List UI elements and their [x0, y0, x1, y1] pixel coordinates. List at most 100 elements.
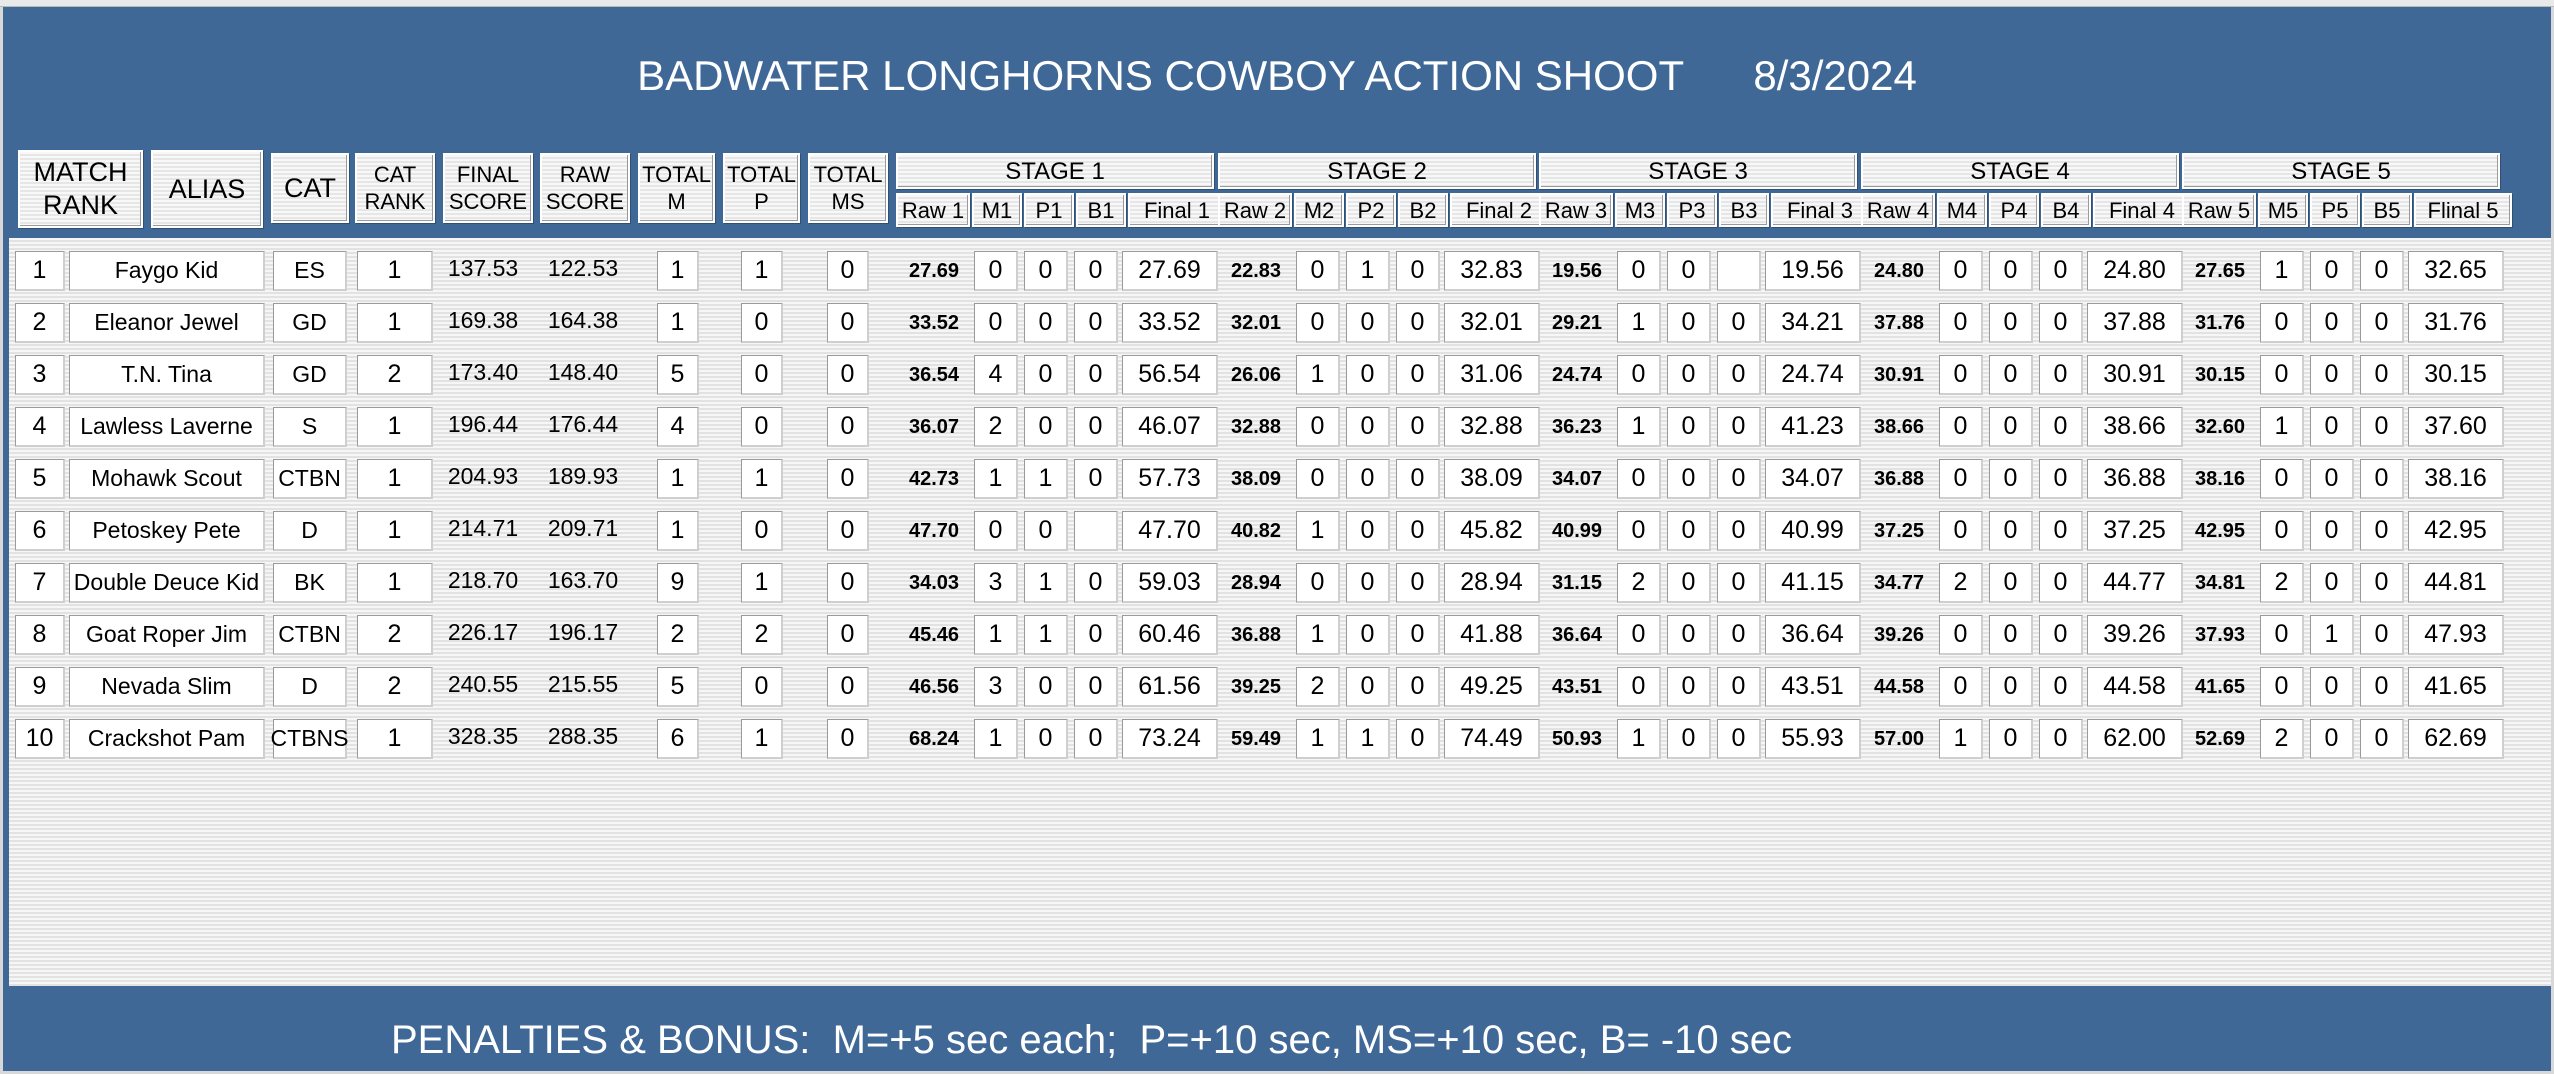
total-m-cell: 1: [657, 511, 699, 551]
stage2-raw-cell: 59.49: [1230, 727, 1282, 750]
header-stage3-m: M3: [1615, 193, 1665, 227]
match-rank-cell: 8: [15, 615, 65, 655]
stage4-final-cell: 62.00: [2087, 719, 2183, 759]
stage1-m-cell: 1: [974, 719, 1018, 759]
raw-score-cell: 209.71: [547, 515, 619, 541]
stage2-final-cell: 31.06: [1444, 355, 1540, 395]
stage1-final-cell: 27.69: [1122, 251, 1218, 291]
stage3-m-cell: 0: [1617, 355, 1661, 395]
stage3-final-cell: 36.64: [1765, 615, 1861, 655]
stage5-m-cell: 0: [2260, 667, 2304, 707]
stage3-raw-cell: 31.15: [1551, 571, 1603, 594]
stage5-raw-cell: 27.65: [2194, 259, 2246, 282]
sheet-title: BADWATER LONGHORNS COWBOY ACTION SHOOT 8…: [637, 52, 1917, 99]
stage5-b-cell: 0: [2360, 511, 2404, 551]
stage5-p-cell: 0: [2310, 407, 2354, 447]
final-score-cell: 240.55: [447, 671, 519, 697]
stage3-final-cell: 55.93: [1765, 719, 1861, 759]
cat-cell: D: [273, 667, 347, 707]
stage4-m-cell: 0: [1939, 459, 1983, 499]
match-rank-cell: 5: [15, 459, 65, 499]
stage3-p-cell: 0: [1667, 667, 1711, 707]
alias-cell: Nevada Slim: [69, 667, 265, 707]
header-stage5-raw: Raw 5: [2182, 193, 2256, 227]
stage3-final-cell: 24.74: [1765, 355, 1861, 395]
header-stage2-raw: Raw 2: [1218, 193, 1292, 227]
stage3-p-cell: 0: [1667, 251, 1711, 291]
stage3-final-cell: 41.15: [1765, 563, 1861, 603]
stage2-p-cell: 0: [1346, 615, 1390, 655]
stage2-m-cell: 1: [1296, 615, 1340, 655]
stage3-b-cell: 0: [1717, 719, 1761, 759]
stage3-final-cell: 43.51: [1765, 667, 1861, 707]
stage4-final-cell: 36.88: [2087, 459, 2183, 499]
stage5-raw-cell: 38.16: [2194, 467, 2246, 490]
total-m-cell: 1: [657, 303, 699, 343]
stage1-p-cell: 0: [1024, 511, 1068, 551]
final-score-cell: 137.53: [447, 255, 519, 281]
stage3-m-cell: 0: [1617, 615, 1661, 655]
header-final-score: FINAL SCORE: [443, 153, 533, 223]
stage2-final-cell: 32.88: [1444, 407, 1540, 447]
header-cat: CAT: [271, 153, 349, 223]
stage5-p-cell: 0: [2310, 667, 2354, 707]
stage4-raw-cell: 57.00: [1873, 727, 1925, 750]
total-m-cell: 5: [657, 667, 699, 707]
final-score-cell: 169.38: [447, 307, 519, 333]
stage4-b-cell: 0: [2039, 251, 2083, 291]
final-score-cell: 173.40: [447, 359, 519, 385]
stage4-final-cell: 37.25: [2087, 511, 2183, 551]
stage1-raw-cell: 27.69: [908, 259, 960, 282]
total-m-cell: 1: [657, 459, 699, 499]
total-m-cell: 1: [657, 251, 699, 291]
alias-cell: Goat Roper Jim: [69, 615, 265, 655]
stage5-b-cell: 0: [2360, 407, 2404, 447]
stage5-final-cell: 44.81: [2408, 563, 2504, 603]
stage4-m-cell: 0: [1939, 407, 1983, 447]
stage1-p-cell: 0: [1024, 355, 1068, 395]
stage3-b-cell: 0: [1717, 303, 1761, 343]
stage5-p-cell: 1: [2310, 615, 2354, 655]
stage5-b-cell: 0: [2360, 667, 2404, 707]
window-top-edge: [0, 0, 2554, 7]
stage4-m-cell: 0: [1939, 667, 1983, 707]
stage2-raw-cell: 39.25: [1230, 675, 1282, 698]
header-stage-1: STAGE 1: [896, 153, 1214, 189]
header-stage4-p: P4: [1989, 193, 2039, 227]
stage3-raw-cell: 43.51: [1551, 675, 1603, 698]
header-stage3-b: B3: [1719, 193, 1769, 227]
stage2-m-cell: 0: [1296, 251, 1340, 291]
stage2-b-cell: 0: [1396, 355, 1440, 395]
cat-cell: GD: [273, 303, 347, 343]
header-stage-2: STAGE 2: [1218, 153, 1536, 189]
stage5-p-cell: 0: [2310, 303, 2354, 343]
stage2-raw-cell: 38.09: [1230, 467, 1282, 490]
alias-cell: Petoskey Pete: [69, 511, 265, 551]
header-stage3-p: P3: [1667, 193, 1717, 227]
raw-score-cell: 164.38: [547, 307, 619, 333]
stage5-p-cell: 0: [2310, 511, 2354, 551]
stage5-final-cell: 62.69: [2408, 719, 2504, 759]
stage4-final-cell: 24.80: [2087, 251, 2183, 291]
stage1-p-cell: 0: [1024, 251, 1068, 291]
stage3-m-cell: 1: [1617, 407, 1661, 447]
header-raw-score: RAW SCORE: [540, 153, 630, 223]
stage1-m-cell: 1: [974, 615, 1018, 655]
stage2-m-cell: 0: [1296, 303, 1340, 343]
stage1-p-cell: 1: [1024, 615, 1068, 655]
stage4-raw-cell: 44.58: [1873, 675, 1925, 698]
header-stage2-b: B2: [1398, 193, 1448, 227]
cat-rank-cell: 1: [357, 251, 433, 291]
stage1-b-cell: 0: [1074, 615, 1118, 655]
header-stage5-b: B5: [2362, 193, 2412, 227]
stage1-m-cell: 3: [974, 563, 1018, 603]
stage4-raw-cell: 34.77: [1873, 571, 1925, 594]
stage3-p-cell: 0: [1667, 615, 1711, 655]
stage2-b-cell: 0: [1396, 251, 1440, 291]
stage3-m-cell: 0: [1617, 459, 1661, 499]
stage5-final-cell: 37.60: [2408, 407, 2504, 447]
match-rank-cell: 6: [15, 511, 65, 551]
stage3-raw-cell: 24.74: [1551, 363, 1603, 386]
stage1-final-cell: 47.70: [1122, 511, 1218, 551]
stage4-final-cell: 44.77: [2087, 563, 2183, 603]
